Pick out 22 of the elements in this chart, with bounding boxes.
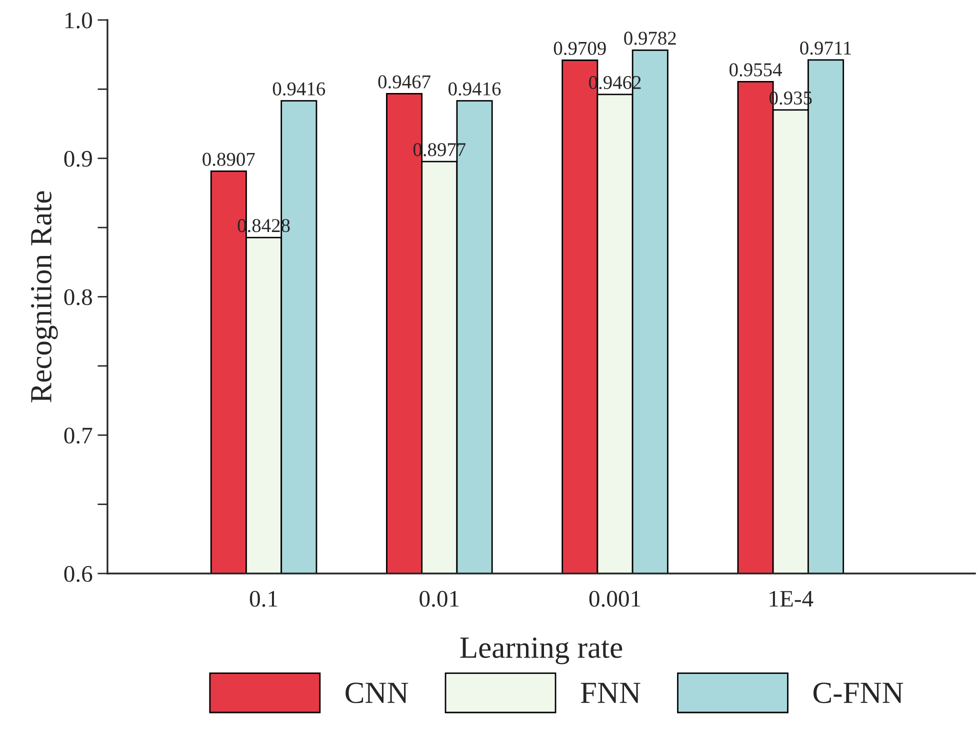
data-label: 0.9416 bbox=[272, 82, 326, 96]
data-label: 0.9416 bbox=[448, 82, 501, 96]
data-label: 0.9554 bbox=[730, 63, 782, 76]
data-label: 0.9709 bbox=[554, 42, 606, 55]
x-tick-label: 0.01 bbox=[420, 590, 459, 607]
y-tick-label: 0.7 bbox=[64, 428, 92, 444]
legend-label: C-FNN bbox=[813, 682, 904, 704]
y-tick-label: 0.6 bbox=[64, 566, 92, 582]
data-label: 0.9467 bbox=[378, 75, 430, 88]
y-tick-label: 0.9 bbox=[64, 150, 92, 167]
legend-label: CNN bbox=[346, 682, 408, 704]
x-tick-label: 1E-4 bbox=[770, 590, 814, 607]
x-tick-label: 0.1 bbox=[250, 590, 278, 607]
data-label: 0.9782 bbox=[624, 32, 676, 45]
x-tick-label: 0.001 bbox=[589, 590, 640, 607]
data-label: 0.9711 bbox=[800, 42, 851, 55]
legend-label: FNN bbox=[580, 682, 640, 703]
x-axis-title: Learning rate bbox=[460, 637, 622, 664]
y-tick-label: 0.8 bbox=[64, 289, 92, 306]
data-label: 0.8907 bbox=[202, 152, 255, 166]
y-axis-title: Recognition Rate bbox=[30, 191, 58, 402]
y-tick-label: 1.0 bbox=[65, 12, 92, 29]
